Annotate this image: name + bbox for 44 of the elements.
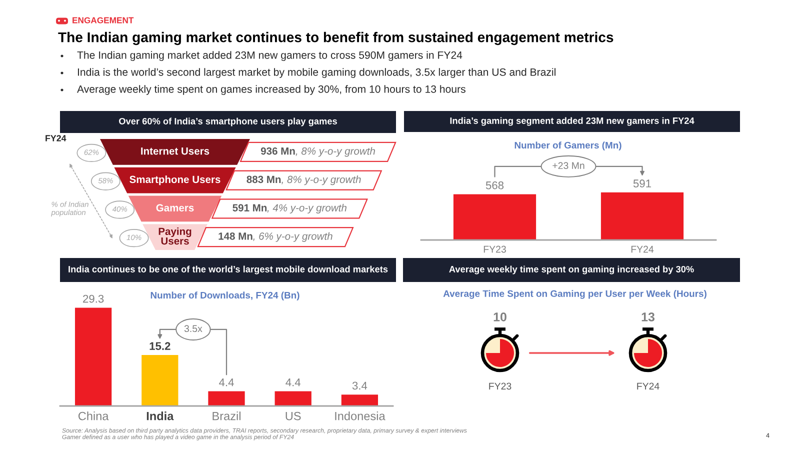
x-tick-label: US — [286, 412, 301, 420]
category-label: FY23 — [489, 382, 512, 390]
bar — [274, 391, 312, 406]
bar — [74, 308, 112, 406]
text: The Indian gaming market continues to benefit from sustained engagement metrics — [58, 32, 614, 46]
text: Over 60% of India’s smartphone users play games — [119, 118, 337, 126]
chart-subtitle: Number of Gamers (Mn) — [514, 142, 622, 150]
data-label: 4.4 — [219, 378, 234, 386]
x-tick-label: Indonesia — [335, 412, 386, 420]
category-label: Internet Users — [141, 148, 210, 155]
text: 591 Mn, 4% y-o-y growth — [232, 204, 346, 214]
text: Average weekly time spent on gaming increased by 30% — [449, 266, 694, 274]
text: 883 Mn, 8% y-o-y growth — [246, 176, 361, 186]
data-label: 3.4 — [352, 382, 368, 390]
chart-title: India continues to be one of the world’s largest mobile download markets — [68, 266, 388, 274]
data-label: 591 — [633, 180, 651, 188]
text: Average weekly time spent on games increased by 30%, from 10 hours to 13 hours — [77, 85, 466, 95]
text: Average Time Spent on Gaming per User per Week (Hours) — [443, 290, 706, 299]
bar — [341, 394, 378, 406]
chart-title: India’s gaming segment added 23M new gamers in FY24 — [450, 117, 694, 126]
category-label: Smartphone Users — [130, 176, 220, 186]
text: +23 Mn — [552, 162, 584, 170]
category-label: Gamers — [156, 204, 194, 212]
bar — [208, 391, 245, 406]
data-label: 10 — [494, 312, 506, 322]
bar — [142, 355, 178, 406]
text: FY24 — [46, 135, 66, 142]
x-tick-label: India — [146, 412, 174, 420]
data-label: 29.3 — [83, 294, 104, 303]
data-label: 4.4 — [286, 378, 300, 386]
category-label: FY24 — [637, 382, 660, 390]
text: 936 Mn, 8% y-o-y growth — [260, 147, 375, 157]
category-label: Paying Users — [158, 227, 192, 245]
text: ENGAGEMENT — [72, 17, 134, 24]
text: 148 Mn, 6% y-o-y growth — [218, 232, 332, 242]
x-tick-label: Brazil — [212, 412, 240, 420]
text: The Indian gaming market added 23M new gamers to cross 590M gamers in FY24 — [77, 51, 462, 61]
x-tick-label: China — [78, 412, 109, 420]
chart-subtitle: Number of Downloads, FY24 (Bn) — [150, 292, 300, 300]
text: India is the world’s second largest market by mobile gaming downloads, 3.5x larger than US and Brazil — [78, 68, 556, 78]
annotation: 3.5x — [184, 325, 202, 332]
data-label: 568 — [486, 181, 504, 190]
data-label: 13 — [642, 312, 654, 322]
data-label: 15.2 — [150, 342, 170, 350]
